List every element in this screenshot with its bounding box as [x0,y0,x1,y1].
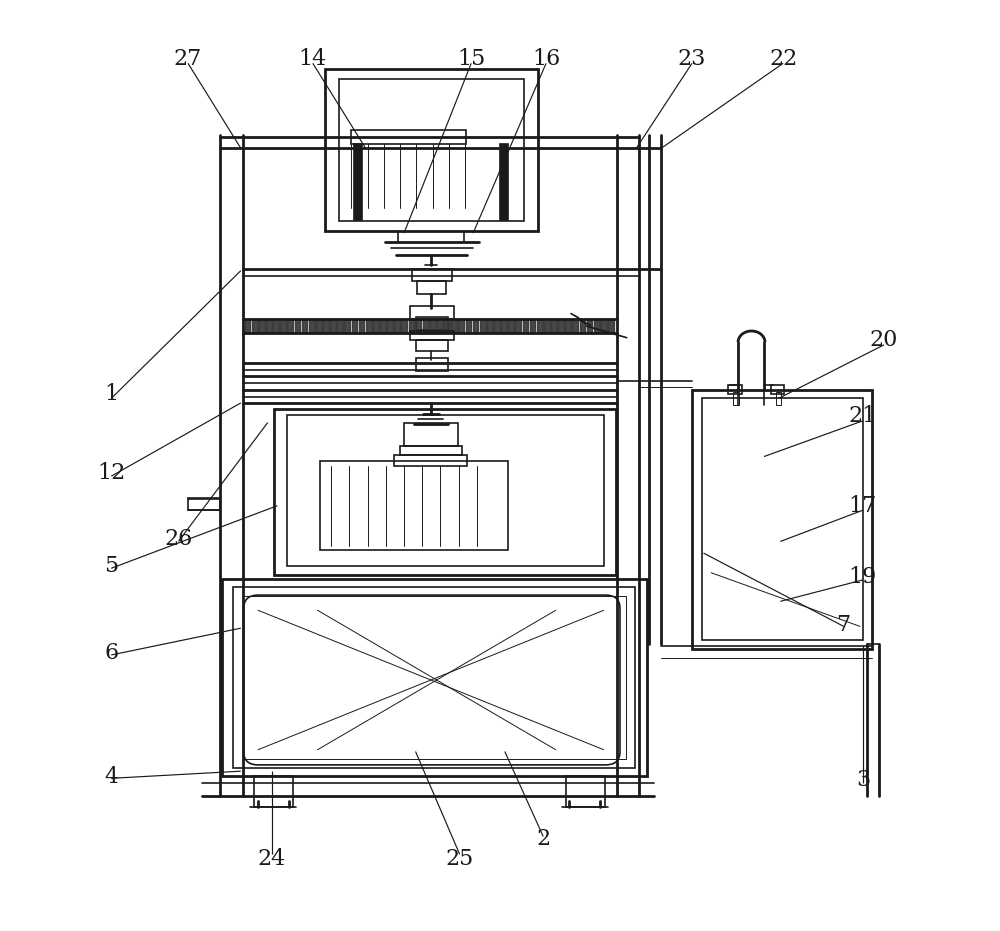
Bar [320,461,508,550]
Text: 16: 16 [532,47,560,70]
Bar [274,410,616,574]
Text: 26: 26 [164,528,193,550]
Bar [702,398,863,640]
Text: 21: 21 [849,405,877,427]
Bar [771,385,784,394]
Bar [417,281,446,294]
Text: 14: 14 [299,47,327,70]
Bar [410,306,454,319]
Text: 5: 5 [104,555,118,576]
Bar [416,317,448,330]
Text: 22: 22 [769,47,797,70]
Bar [404,424,458,446]
Bar [566,776,605,807]
Bar [222,579,647,776]
Bar [728,385,742,394]
Text: 12: 12 [97,462,125,483]
Text: 20: 20 [870,330,898,351]
Bar [394,454,467,466]
Bar [733,392,739,405]
Bar [243,596,626,759]
Text: 6: 6 [104,642,118,664]
Text: 25: 25 [446,848,474,870]
Bar [500,143,508,220]
Bar [416,341,448,351]
Text: 27: 27 [174,47,202,70]
Bar [287,415,604,566]
Bar [416,358,448,371]
Bar [339,79,524,221]
Text: 19: 19 [849,566,877,588]
Text: 17: 17 [849,494,877,517]
Bar [410,331,454,341]
Text: 15: 15 [457,47,485,70]
Bar [233,587,635,767]
Text: 3: 3 [856,769,870,791]
Bar [254,776,293,807]
Text: 23: 23 [678,47,706,70]
Bar [400,446,462,454]
Bar [325,69,538,231]
Bar [351,130,466,143]
Bar [776,392,781,405]
Text: 24: 24 [257,848,286,870]
Bar [354,143,362,220]
Bar [188,498,220,510]
Text: 1: 1 [104,383,118,405]
Text: 2: 2 [536,828,550,850]
Text: 4: 4 [104,765,118,788]
Bar [692,389,872,649]
Bar [412,269,452,281]
Text: 7: 7 [837,614,851,636]
